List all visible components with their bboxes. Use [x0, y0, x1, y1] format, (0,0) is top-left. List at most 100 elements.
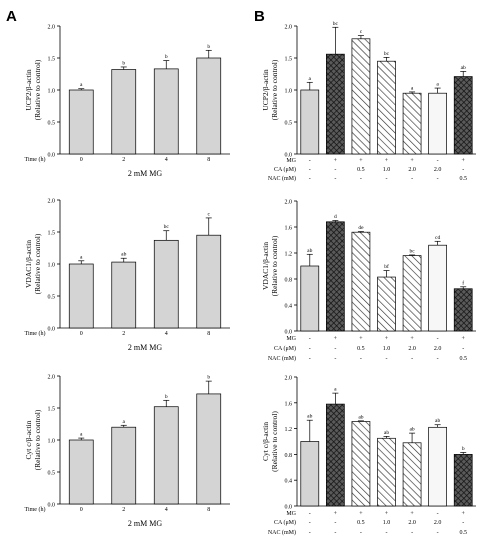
significance-letter-b3: ab	[435, 418, 440, 424]
bar-b2	[453, 288, 473, 332]
y-axis-label-a1: (Relative to control)	[33, 59, 42, 120]
row-cell-b1: -	[334, 176, 336, 182]
significance-letter-b1: ab	[461, 65, 466, 71]
row-cell-b3: +	[462, 511, 466, 517]
bar-a1	[153, 68, 179, 155]
row-cell-b2: 0.5	[357, 346, 365, 352]
row-cell-b3: 0.5	[459, 530, 467, 536]
bar-a3	[153, 406, 179, 505]
row-cell-b2: -	[309, 346, 311, 352]
row-cell-b1: -	[309, 167, 311, 173]
bar-b3	[453, 454, 473, 507]
bar-b1	[377, 60, 396, 155]
row-cell-b1: +	[334, 158, 338, 164]
row-cell-b3: +	[334, 511, 338, 517]
bar-a2	[111, 261, 137, 329]
y-tick-label-b3: 2.0	[285, 376, 293, 382]
row-cell-b2: -	[437, 356, 439, 362]
bar-b3	[326, 403, 345, 507]
y-tick-label-a1: 1.5	[48, 57, 56, 63]
y-tick-label-b2: 1.6	[285, 226, 293, 232]
y-tick-label-b2: 0.0	[285, 330, 293, 336]
bar-b1	[428, 92, 447, 155]
row-cell-b2: +	[462, 336, 466, 342]
significance-letter-b2: d	[334, 214, 337, 220]
row-cell-b3: +	[385, 511, 389, 517]
y-tick-label-a2: 2.0	[48, 199, 56, 205]
row-label-b3: NAC (mM)	[268, 529, 296, 536]
significance-letter-b1: c	[360, 29, 363, 35]
y-tick-label-a2: 1.5	[48, 231, 56, 237]
row-cell-b1: 2.0	[434, 167, 442, 173]
y-tick-label-b2: 1.2	[285, 252, 293, 258]
row-cell-b3: -	[360, 530, 362, 536]
row-cell-b2: -	[309, 356, 311, 362]
y-tick-label-a2: 0.0	[48, 327, 56, 333]
row-cell-a1: 2	[122, 157, 125, 163]
row-label-b1: NAC (mM)	[268, 175, 296, 182]
row-cell-b2: +	[410, 336, 414, 342]
y-tick-label-b3: 0.4	[285, 479, 293, 485]
row-cell-b1: -	[462, 167, 464, 173]
row-cell-a2: 4	[165, 331, 168, 337]
y-axis-label-a2: (Relative to control)	[33, 233, 42, 294]
row-cell-a1: 4	[165, 157, 168, 163]
bar-b3	[351, 421, 371, 507]
y-tick-label-b3: 0.0	[285, 505, 293, 511]
row-cell-b1: 0.5	[357, 167, 365, 173]
bar-b1	[453, 76, 473, 155]
row-cell-b2: -	[411, 356, 413, 362]
row-cell-a2: 8	[207, 331, 210, 337]
significance-letter-a1: a	[80, 82, 83, 88]
significance-letter-b2: cd	[435, 235, 440, 241]
significance-letter-b2: bc	[409, 248, 415, 254]
y-axis-label-a2: VDAC1/β-actin	[24, 240, 33, 288]
row-cell-b1: +	[410, 158, 414, 164]
bar-a2	[68, 263, 94, 329]
x-axis-label-a2: 2 mM MG	[128, 343, 162, 352]
y-tick-label-b1: 0.0	[285, 153, 293, 159]
row-label-b2: CA (μM)	[274, 345, 296, 352]
significance-letter-b3: b	[462, 446, 465, 452]
row-cell-b3: 2.0	[408, 520, 416, 526]
y-tick-label-a3: 1.5	[48, 407, 56, 413]
row-cell-b2: 0.5	[459, 356, 467, 362]
row-cell-a1: 0	[80, 157, 83, 163]
row-cell-b1: -	[411, 176, 413, 182]
row-cell-b2: -	[360, 356, 362, 362]
row-cell-b3: -	[309, 511, 311, 517]
bar-b1	[300, 89, 320, 155]
bar-b2	[377, 276, 396, 332]
row-cell-b1: -	[437, 158, 439, 164]
bar-b2	[428, 244, 447, 332]
bar-a2	[153, 239, 179, 329]
y-tick-label-b2: 0.4	[285, 304, 293, 310]
row-cell-b2: +	[359, 336, 363, 342]
significance-letter-b1: a	[309, 76, 312, 82]
y-tick-label-b1: 1.0	[285, 89, 293, 95]
row-cell-b1: -	[386, 176, 388, 182]
row-cell-b1: -	[437, 176, 439, 182]
significance-letter-b3: a	[334, 387, 337, 393]
row-cell-b2: -	[334, 356, 336, 362]
row-cell-b3: +	[410, 511, 414, 517]
y-tick-label-b2: 2.0	[285, 200, 293, 206]
panel-letter-a: A	[6, 8, 17, 25]
bar-a1	[68, 89, 94, 155]
significance-letter-a1: b	[122, 60, 125, 66]
significance-letter-b3: ab	[358, 414, 363, 420]
significance-letter-a2: a	[80, 254, 83, 260]
row-cell-b3: -	[334, 520, 336, 526]
bar-b3	[300, 441, 320, 507]
x-axis-label-a3: 2 mM MG	[128, 519, 162, 528]
significance-letter-b1: bc	[333, 21, 339, 27]
significance-letter-b3: ab	[409, 427, 414, 433]
significance-letter-b2: f	[462, 279, 464, 286]
row-cell-b2: -	[437, 336, 439, 342]
bar-a1	[196, 57, 222, 155]
x-axis-label-a1: 2 mM MG	[128, 169, 162, 178]
row-cell-b3: 2.0	[434, 520, 442, 526]
row-cell-b2: +	[334, 336, 338, 342]
row-cell-b2: 2.0	[408, 346, 416, 352]
